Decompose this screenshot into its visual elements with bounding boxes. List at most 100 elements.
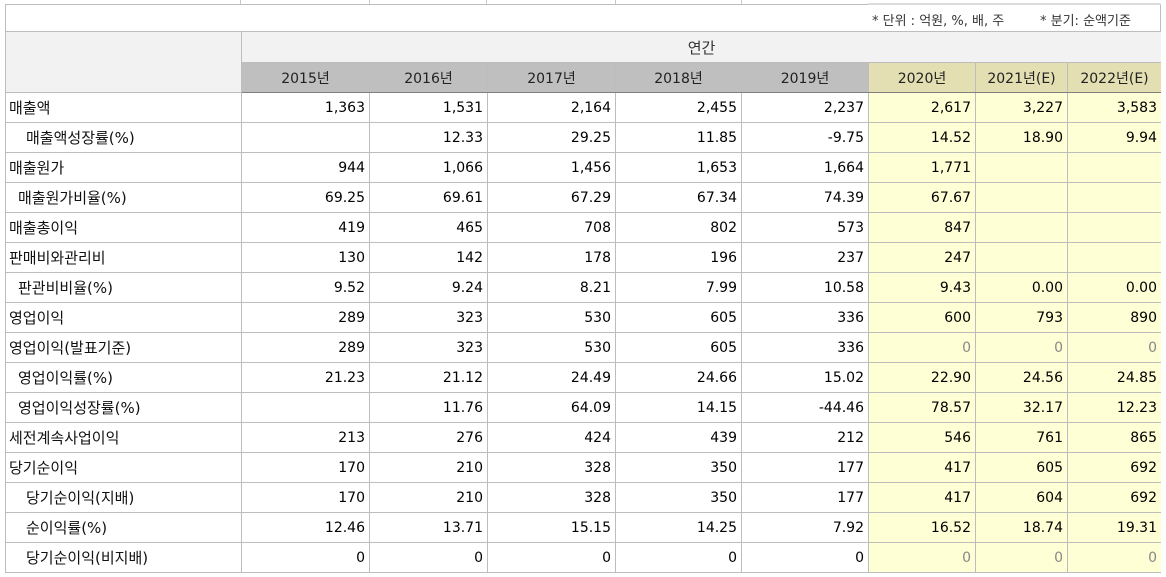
year-header[interactable]: 2016년 (369, 62, 488, 93)
value-cell: 24.56 (975, 362, 1068, 393)
value-cell: 177 (741, 482, 869, 513)
value-cell: 12.23 (1067, 392, 1162, 423)
value-cell: 890 (1067, 302, 1162, 333)
table-row: 영업이익률(%) 21.23 21.12 24.49 24.66 15.02 22.90 24… (5, 362, 1162, 393)
value-cell (1067, 152, 1162, 183)
value-cell: 865 (1067, 422, 1162, 453)
value-cell: 0.00 (975, 272, 1068, 303)
value-cell: 7.99 (615, 272, 742, 303)
row-label[interactable]: 세전계속사업이익 (5, 422, 242, 453)
value-cell: 530 (487, 332, 616, 363)
header-row-annual: 연간 (5, 31, 1162, 93)
value-cell: 605 (975, 452, 1068, 483)
value-cell: -9.75 (741, 122, 869, 153)
value-cell: 10.58 (741, 272, 869, 303)
value-cell: 1,653 (615, 152, 742, 183)
value-cell: 0 (487, 542, 616, 573)
row-label[interactable]: 당기순이익(지배) (5, 482, 242, 513)
row-label[interactable]: 매출원가 (5, 152, 242, 183)
row-label[interactable]: 영업이익률(%) (5, 362, 242, 393)
row-label[interactable]: 매출액성장률(%) (5, 122, 242, 153)
value-cell: 0 (975, 332, 1068, 363)
value-cell: 336 (741, 332, 869, 363)
year-header[interactable]: 2019년 (741, 62, 869, 93)
value-cell: 170 (241, 452, 370, 483)
value-cell: 417 (868, 452, 976, 483)
table-row: 당기순이익(지배) 170 210 328 350 177 417 604 692 (5, 482, 1162, 513)
value-cell: 0.00 (1067, 272, 1162, 303)
value-cell: 69.61 (369, 182, 488, 213)
value-cell: 19.31 (1067, 512, 1162, 543)
right-edge (1161, 0, 1166, 577)
row-label[interactable]: 당기순이익 (5, 452, 242, 483)
value-cell: 2,455 (615, 92, 742, 123)
table-row: 매출액 1,363 1,531 2,164 2,455 2,237 2,617 3,227 3,… (5, 92, 1162, 123)
table-row: 당기순이익 170 210 328 350 177 417 605 692 (5, 452, 1162, 483)
value-cell: 13.71 (369, 512, 488, 543)
value-cell: 1,456 (487, 152, 616, 183)
value-cell: 24.49 (487, 362, 616, 393)
value-cell: 350 (615, 452, 742, 483)
value-cell: 604 (975, 482, 1068, 513)
row-label[interactable]: 영업이익성장률(%) (5, 392, 242, 423)
value-cell (975, 182, 1068, 213)
row-label[interactable]: 판매비와관리비 (5, 242, 242, 273)
value-cell: 177 (741, 452, 869, 483)
value-cell: 12.46 (241, 512, 370, 543)
value-cell: 212 (741, 422, 869, 453)
value-cell: 0 (1067, 542, 1162, 573)
value-cell: 32.17 (975, 392, 1068, 423)
value-cell: 0 (1067, 332, 1162, 363)
value-cell (975, 242, 1068, 273)
year-header[interactable]: 2017년 (487, 62, 616, 93)
row-label[interactable]: 영업이익(발표기준) (5, 332, 242, 363)
value-cell: 9.43 (868, 272, 976, 303)
table-row: 매출원가 944 1,066 1,456 1,653 1,664 1,771 (5, 152, 1162, 183)
row-label[interactable]: 매출총이익 (5, 212, 242, 243)
value-cell: 546 (868, 422, 976, 453)
value-cell: 3,227 (975, 92, 1068, 123)
value-cell: 0 (615, 542, 742, 573)
row-label[interactable]: 당기순이익(비지배) (5, 542, 242, 573)
year-header[interactable]: 2015년 (241, 62, 370, 93)
value-cell: 439 (615, 422, 742, 453)
value-cell (1067, 242, 1162, 273)
year-header[interactable]: 2018년 (615, 62, 742, 93)
quarter-note: * 분기: 순액기준 (1040, 14, 1131, 29)
value-cell: 323 (369, 302, 488, 333)
value-cell: 24.66 (615, 362, 742, 393)
table-row: 순이익률(%) 12.46 13.71 15.15 14.25 7.92 16.52 18.7… (5, 512, 1162, 543)
value-cell (1067, 182, 1162, 213)
value-cell: 417 (868, 482, 976, 513)
row-label[interactable]: 판관비비율(%) (5, 272, 242, 303)
value-cell: -44.46 (741, 392, 869, 423)
value-cell: 178 (487, 242, 616, 273)
value-cell: 12.33 (369, 122, 488, 153)
value-cell: 15.02 (741, 362, 869, 393)
value-cell: 0 (868, 542, 976, 573)
value-cell: 64.09 (487, 392, 616, 423)
year-header[interactable]: 2021년(E) (975, 62, 1068, 93)
value-cell: 708 (487, 212, 616, 243)
row-label[interactable]: 매출원가비율(%) (5, 182, 242, 213)
value-cell: 573 (741, 212, 869, 243)
table-row: 영업이익(발표기준) 289 323 530 605 336 0 0 0 (5, 332, 1162, 363)
value-cell (241, 392, 370, 423)
row-label[interactable]: 매출액 (5, 92, 242, 123)
table-row: 당기순이익(비지배) 0 0 0 0 0 0 0 0 (5, 542, 1162, 573)
value-cell: 78.57 (868, 392, 976, 423)
value-cell: 67.34 (615, 182, 742, 213)
year-header[interactable]: 2020년 (868, 62, 976, 93)
value-cell: 130 (241, 242, 370, 273)
value-cell: 18.90 (975, 122, 1068, 153)
table-row: 매출원가비율(%) 69.25 69.61 67.29 67.34 74.39 67.67 (5, 182, 1162, 213)
row-label[interactable]: 순이익률(%) (5, 512, 242, 543)
year-header[interactable]: 2022년(E) (1067, 62, 1162, 93)
value-cell: 9.24 (369, 272, 488, 303)
value-cell: 1,771 (868, 152, 976, 183)
row-label[interactable]: 영업이익 (5, 302, 242, 333)
value-cell: 692 (1067, 452, 1162, 483)
financial-table: 연간 2015년 2016년 2017년 2018년 2019년 2020년 2021년(E… (5, 31, 1162, 573)
table-row: 영업이익 289 323 530 605 336 600 793 890 (5, 302, 1162, 333)
value-cell: 67.29 (487, 182, 616, 213)
